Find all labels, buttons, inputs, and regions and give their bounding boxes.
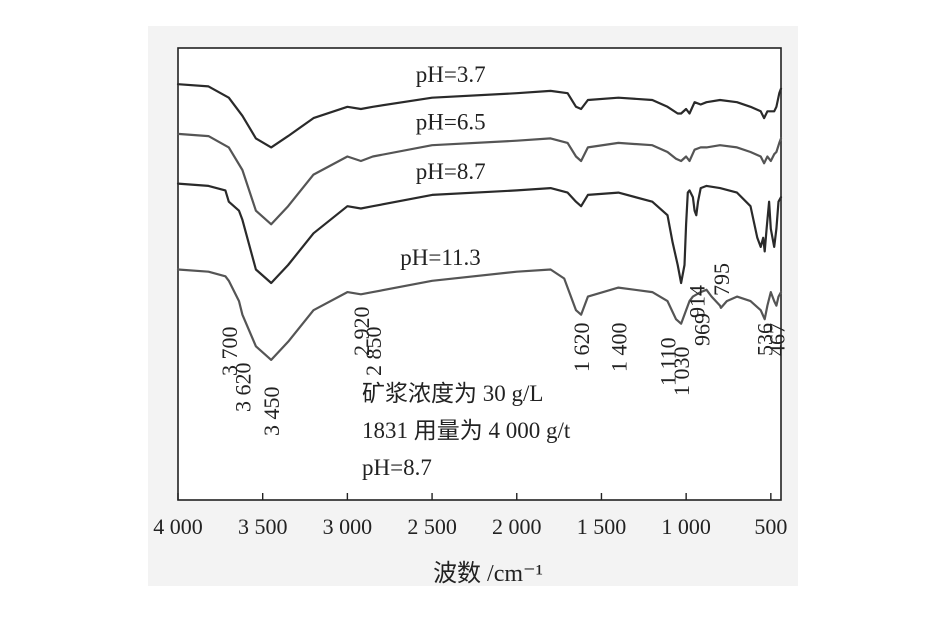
peak-label: 1 620 bbox=[569, 322, 594, 372]
peak-label: 2 850 bbox=[361, 327, 386, 377]
series-label: pH=8.7 bbox=[416, 159, 486, 184]
peak-label: 1 030 bbox=[669, 347, 694, 397]
spectra-layer bbox=[176, 83, 783, 361]
spectrum-line-1 bbox=[176, 83, 783, 149]
x-tick-label: 2 000 bbox=[492, 514, 542, 539]
peak-label: 536 bbox=[753, 323, 778, 356]
peak-label: 467 bbox=[764, 323, 789, 356]
x-tick-label: 4 000 bbox=[153, 514, 203, 539]
peak-label: 1 110 bbox=[656, 337, 681, 386]
peak-label: 795 bbox=[709, 263, 734, 296]
peak-label: 914 bbox=[685, 285, 710, 318]
peak-label: 1 400 bbox=[606, 323, 631, 373]
peak-label: 3 700 bbox=[217, 326, 242, 376]
series-label: pH=11.3 bbox=[400, 245, 480, 270]
x-tick-label: 3 000 bbox=[323, 514, 373, 539]
x-axis-ticks: 4 000 3 500 3 000 2 500 2 000 1 500 1 000 500 bbox=[153, 493, 787, 539]
series-labels: pH=3.7 pH=6.5 pH=8.7 pH=11.3 bbox=[400, 62, 485, 270]
note-line-1: 矿浆浓度为 30 g/L bbox=[362, 381, 543, 406]
note-line-2: 1831 用量为 4 000 g/t bbox=[362, 418, 571, 443]
spectrum-line-4 bbox=[176, 268, 783, 361]
x-tick-label: 2 500 bbox=[407, 514, 457, 539]
series-label: pH=3.7 bbox=[416, 62, 486, 87]
condition-notes: 矿浆浓度为 30 g/L 1831 用量为 4 000 g/t pH=8.7 bbox=[362, 381, 571, 480]
spectrum-line-2 bbox=[176, 132, 783, 226]
x-tick-label: 500 bbox=[754, 514, 787, 539]
x-tick-label: 3 500 bbox=[238, 514, 288, 539]
peak-label: 969 bbox=[689, 313, 714, 346]
x-tick-label: 1 500 bbox=[577, 514, 627, 539]
note-line-3: pH=8.7 bbox=[362, 455, 432, 480]
peak-label: 2 920 bbox=[349, 306, 374, 356]
x-tick-label: 1 000 bbox=[661, 514, 711, 539]
peak-label: 3 450 bbox=[259, 387, 284, 437]
peak-label: 3 620 bbox=[230, 363, 255, 413]
x-axis-title: 波数 /cm⁻¹ bbox=[433, 560, 543, 587]
spectrum-line-3 bbox=[176, 182, 783, 285]
series-label: pH=6.5 bbox=[416, 109, 486, 134]
